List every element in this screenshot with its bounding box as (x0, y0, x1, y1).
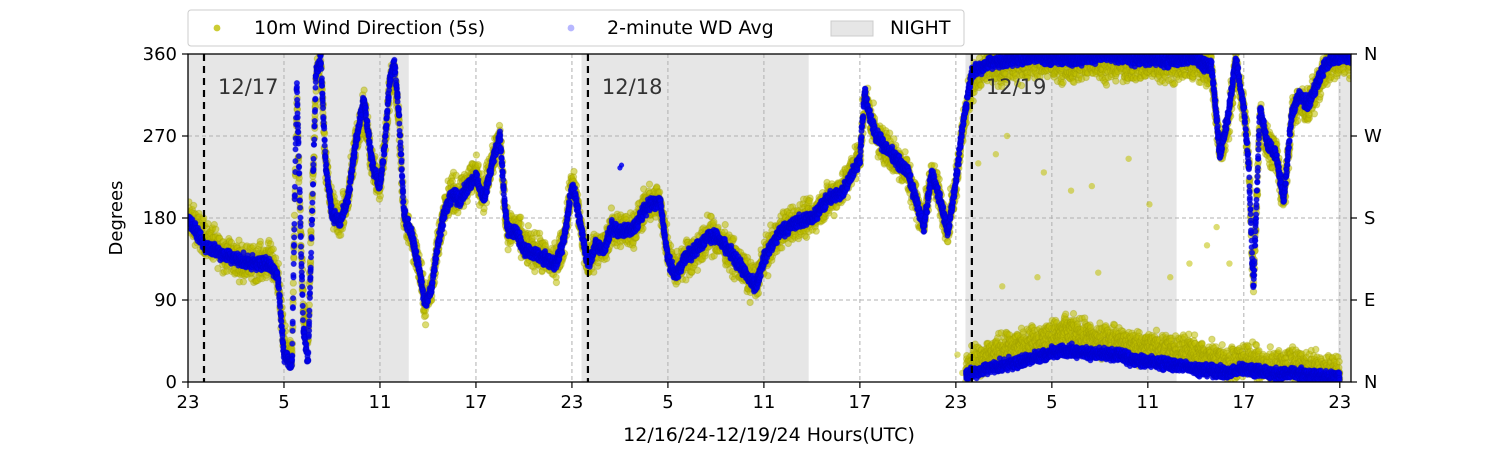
data-point (552, 278, 561, 287)
data-point (290, 254, 298, 263)
data-point (764, 272, 772, 280)
data-point (655, 188, 664, 196)
data-point (504, 246, 512, 254)
data-point (188, 198, 193, 206)
data-point (190, 201, 198, 210)
data-point (721, 220, 729, 229)
data-point (590, 268, 598, 276)
data-point (886, 129, 894, 137)
data-point (746, 298, 754, 307)
data-point (337, 231, 345, 239)
data-point (472, 151, 481, 159)
data-point (570, 167, 578, 176)
data-point (531, 267, 539, 276)
data-point (269, 245, 277, 253)
data-point (944, 238, 952, 246)
series-layer (188, 54, 1351, 382)
data-point (607, 204, 616, 212)
data-point (730, 234, 738, 243)
data-point (812, 227, 820, 235)
data-point (1059, 78, 1067, 87)
data-point (616, 242, 625, 251)
data-point (693, 266, 702, 274)
data-point (289, 288, 297, 296)
data-point (602, 254, 611, 263)
data-point (516, 213, 525, 221)
data-point (778, 244, 786, 252)
data-point (289, 279, 297, 287)
data-point (645, 180, 654, 188)
data-point (869, 99, 878, 107)
data-point (901, 148, 909, 156)
data-point (890, 135, 898, 143)
data-point (630, 244, 638, 253)
data-point (239, 278, 248, 286)
data-point (524, 222, 532, 230)
data-point (305, 301, 313, 309)
data-point (830, 211, 838, 220)
data-point (290, 211, 299, 220)
data-point (360, 86, 368, 94)
data-point (421, 321, 430, 329)
data-point (214, 264, 222, 273)
data-point (212, 225, 220, 234)
data-point (806, 197, 814, 205)
data-point (474, 161, 482, 169)
grid-lines (188, 54, 1351, 382)
data-point (977, 81, 985, 90)
data-point (256, 240, 264, 249)
